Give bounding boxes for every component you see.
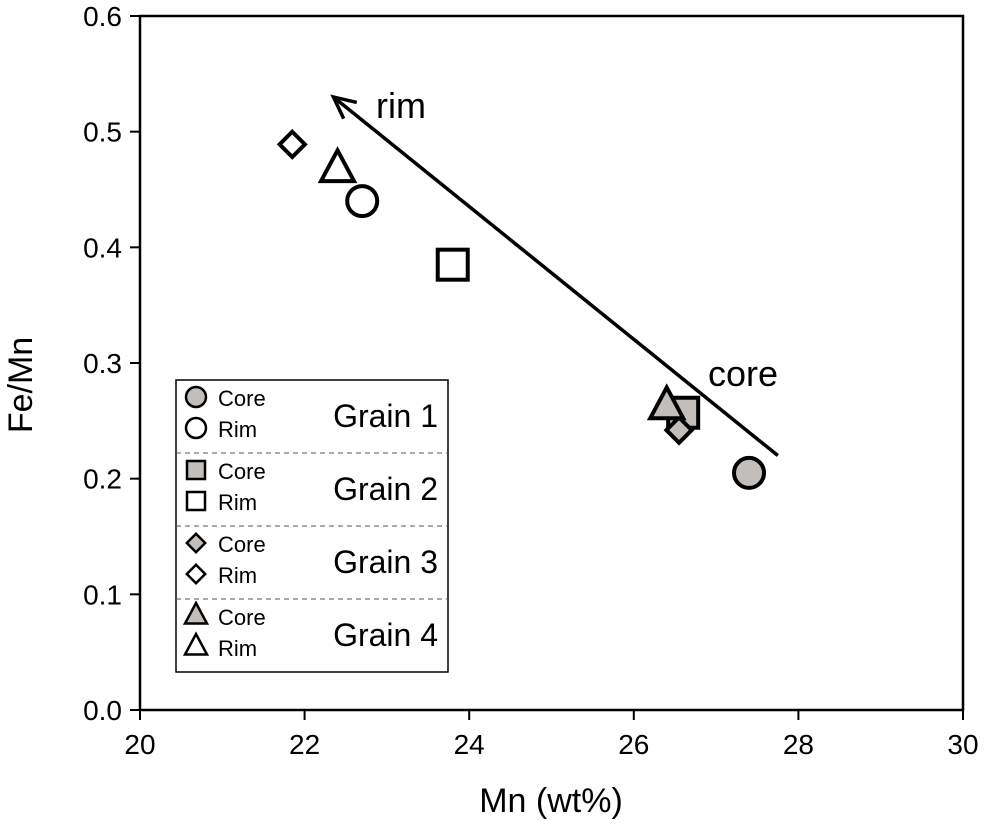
- legend-core-square-icon: [185, 459, 207, 481]
- legend-rim-square-icon: [185, 490, 207, 512]
- legend-core-label: Core: [218, 605, 266, 630]
- legend-grain-label: Grain 2: [333, 471, 438, 507]
- x-axis-label: Mn (wt%): [479, 782, 623, 820]
- legend-core-circle-icon: [184, 385, 208, 409]
- legend-rim-label: Rim: [218, 563, 257, 588]
- legend-rim-label: Rim: [218, 636, 257, 661]
- core-point-diamond: [663, 414, 695, 446]
- legend-core-triangle-icon: [182, 600, 210, 625]
- y-tick-label: 0.1: [83, 579, 122, 610]
- x-tick-label: 28: [783, 729, 814, 760]
- legend: Core Rim Grain 1 Core Rim Grain 2 Core Rim Grain…: [175, 379, 449, 673]
- legend-grain-label: Grain 1: [333, 398, 438, 434]
- y-tick-label: 0.3: [83, 348, 122, 379]
- legend-core-diamond-icon: [185, 532, 207, 554]
- trend-arrow-line: [332, 95, 779, 457]
- arrow-head-icon: [330, 94, 358, 120]
- legend-rim-circle-icon: [184, 416, 208, 440]
- core-point-triangle: [646, 383, 687, 421]
- y-tick-label: 0.5: [83, 117, 122, 148]
- legend-core-label: Core: [218, 532, 266, 557]
- legend-grain-label: Grain 3: [333, 544, 438, 580]
- x-tick-label: 22: [289, 729, 320, 760]
- x-tick-label: 24: [454, 729, 485, 760]
- legend-core-label: Core: [218, 386, 266, 411]
- y-tick-label: 0.2: [83, 464, 122, 495]
- rim-point-diamond: [276, 128, 308, 160]
- x-tick-label: 20: [124, 729, 155, 760]
- legend-rim-label: Rim: [218, 490, 257, 515]
- x-tick-label: 26: [618, 729, 649, 760]
- y-tick-label: 0.4: [83, 232, 122, 263]
- legend-grain-label: Grain 4: [333, 617, 438, 653]
- rim-point-triangle: [317, 146, 358, 184]
- x-tick-label: 30: [947, 729, 978, 760]
- y-axis-label: Fe/Mn: [2, 337, 40, 433]
- rim-point-circle: [345, 184, 380, 219]
- rim-point-square: [435, 247, 470, 282]
- legend-rim-label: Rim: [218, 417, 257, 442]
- legend-rim-triangle-icon: [182, 631, 210, 656]
- legend-rim-diamond-icon: [185, 563, 207, 585]
- y-tick-label: 0.0: [83, 695, 122, 726]
- core-annotation: core: [708, 353, 778, 394]
- rim-annotation: rim: [376, 85, 426, 126]
- core-point-circle: [732, 455, 767, 490]
- y-tick-label: 0.6: [83, 1, 122, 32]
- legend-core-label: Core: [218, 459, 266, 484]
